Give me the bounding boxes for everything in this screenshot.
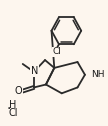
Text: O: O — [14, 86, 22, 96]
Text: N: N — [31, 66, 38, 76]
Text: ·: · — [7, 102, 11, 116]
Text: Cl: Cl — [9, 108, 18, 118]
Text: H: H — [9, 100, 16, 110]
Text: NH: NH — [91, 70, 105, 79]
Text: Cl: Cl — [53, 47, 62, 56]
